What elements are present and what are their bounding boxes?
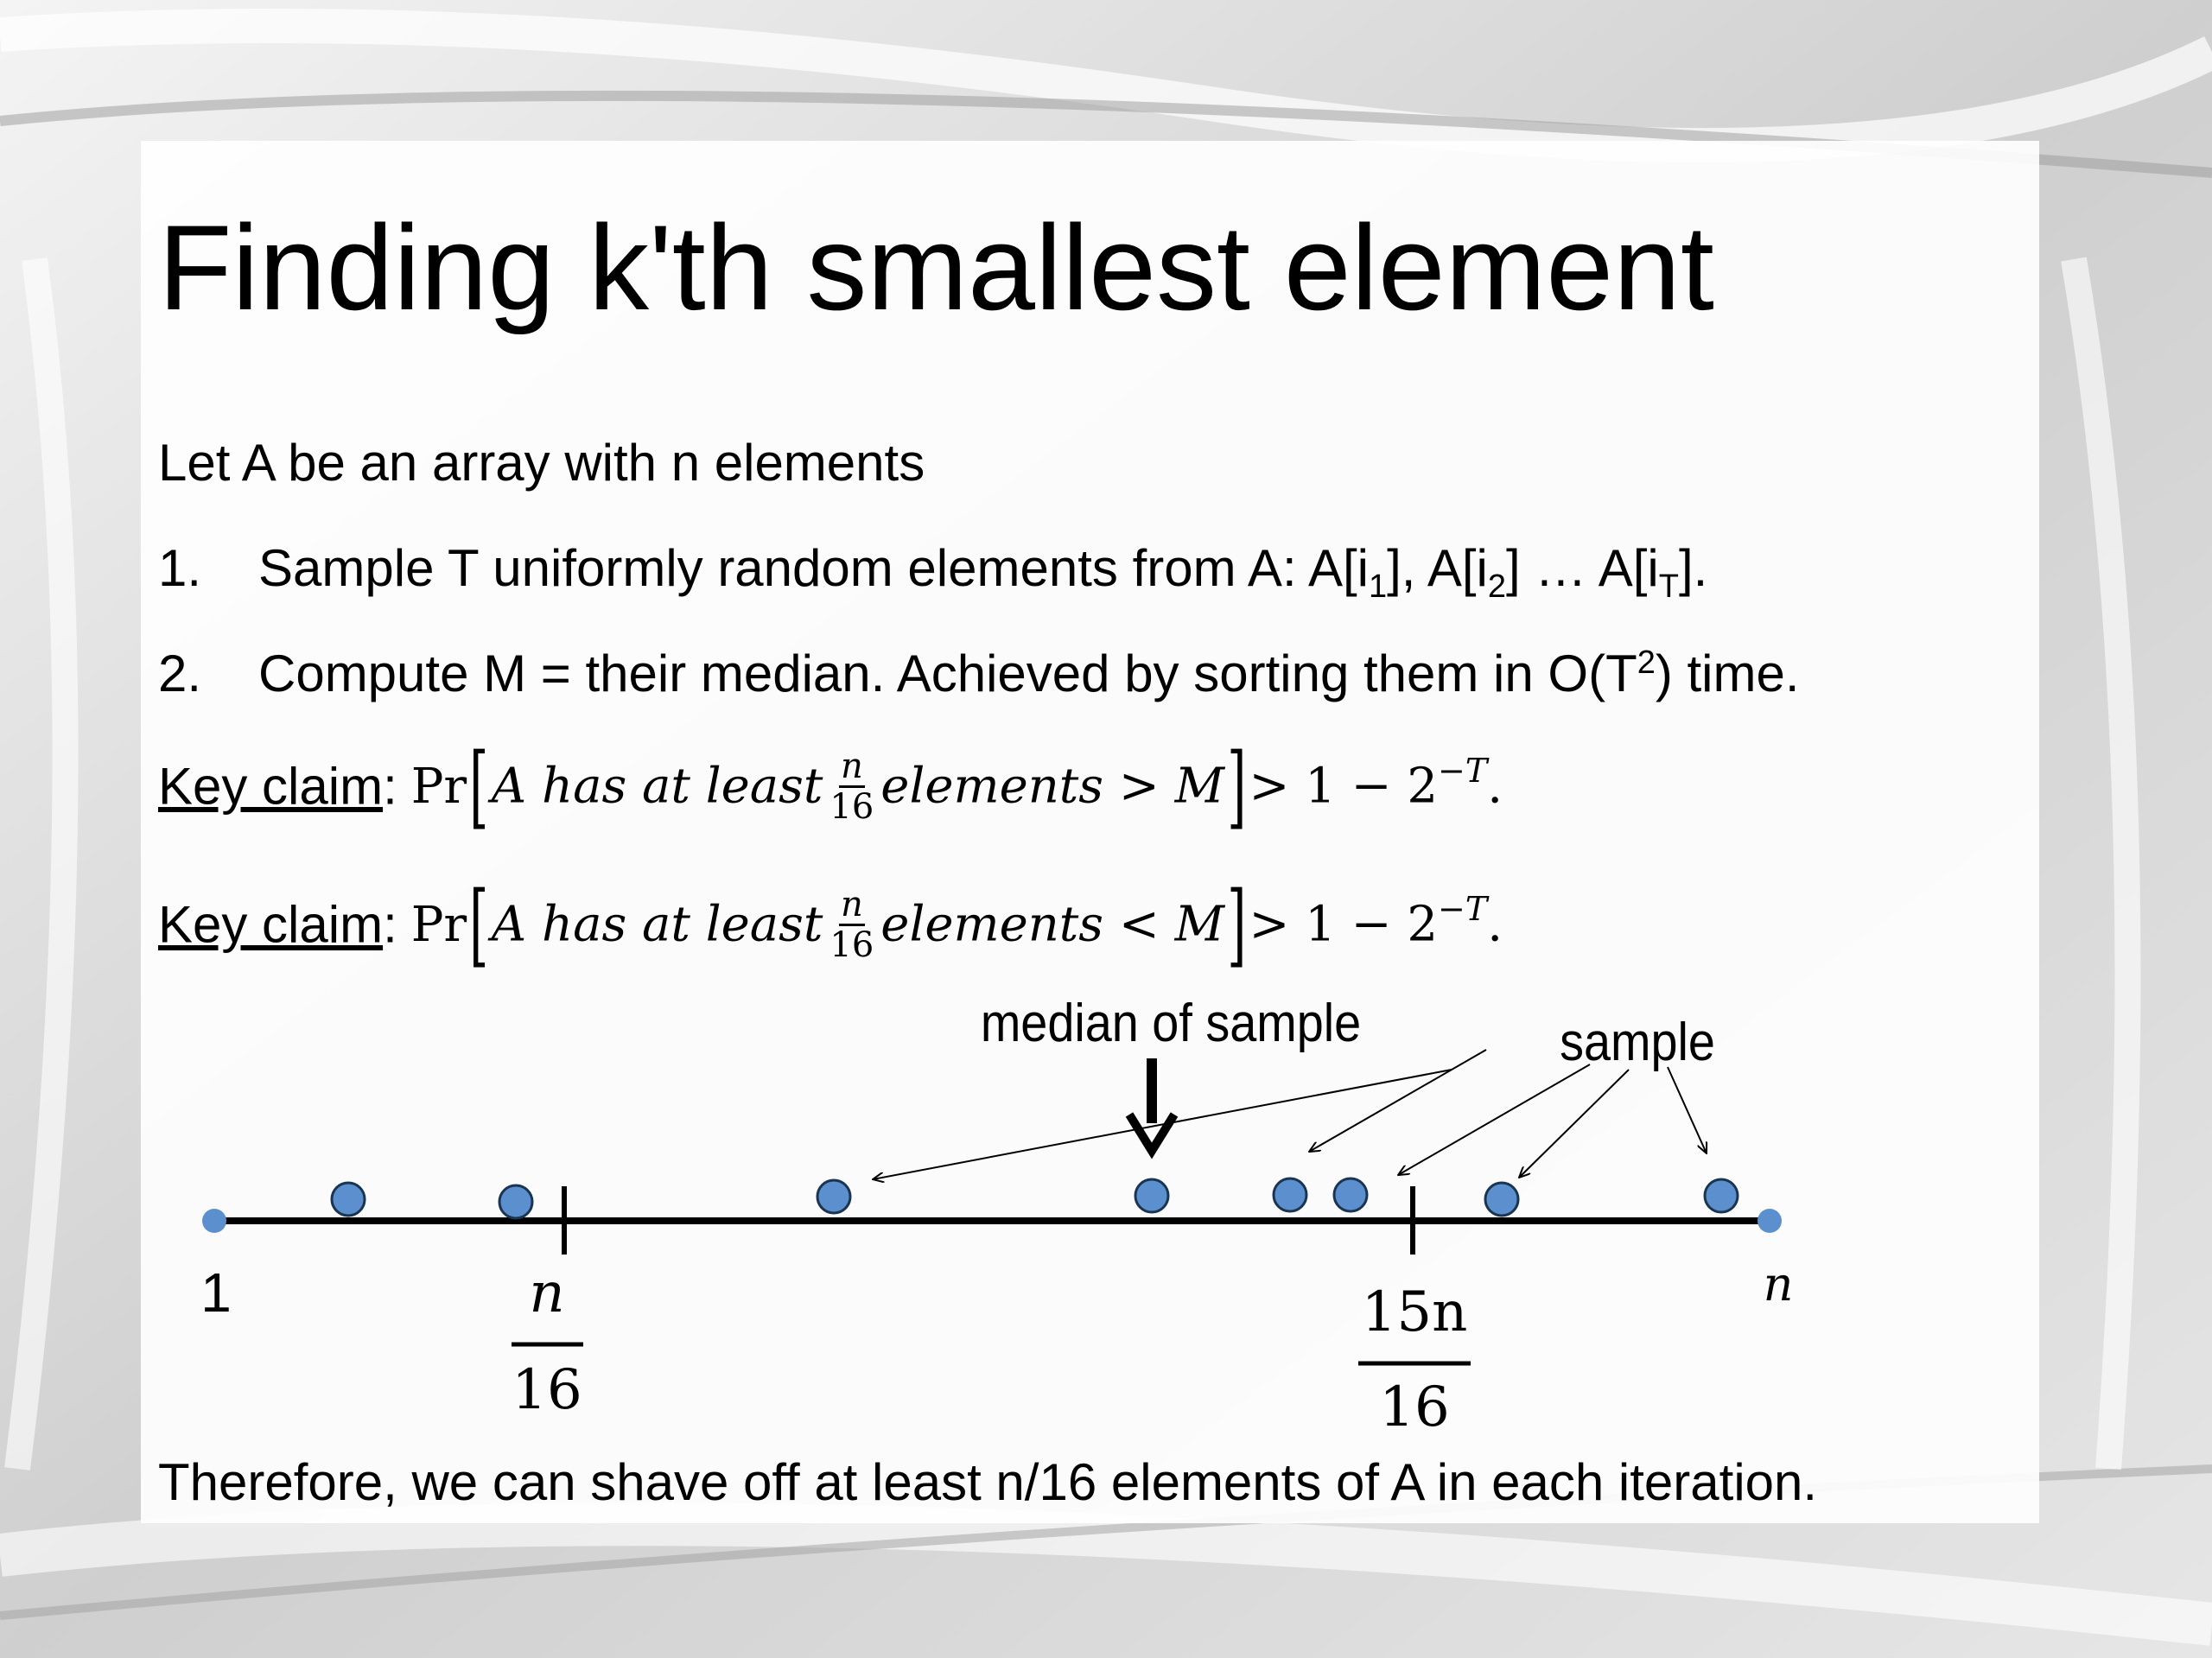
line-start-label: 1	[200, 1261, 232, 1324]
sample-pointer-arrow	[1309, 1049, 1487, 1152]
fraction-numerator: n	[838, 746, 865, 788]
fraction-denominator: 16	[830, 924, 874, 965]
sample-point	[816, 1178, 852, 1215]
left-bracket: [	[469, 734, 489, 839]
colon: :	[383, 895, 397, 954]
superscript: 2	[1637, 645, 1656, 681]
period: .	[1487, 896, 1503, 953]
step-text: ].	[1678, 539, 1708, 597]
step-text: ], A[i	[1387, 539, 1488, 597]
left-tick-denominator: 16	[512, 1358, 582, 1422]
claim-phrase: A has at least	[491, 758, 823, 815]
sample-pointer-arrows	[873, 1049, 1707, 1179]
line-end-endpoint	[1758, 1209, 1782, 1233]
sample-point	[330, 1181, 366, 1217]
sample-pointer-arrow	[1667, 1066, 1707, 1153]
left-bracket: [	[469, 872, 489, 977]
step-1: 1. Sample T uniformly random elements fro…	[158, 537, 1708, 603]
sample-point	[498, 1184, 534, 1220]
pr-symbol: Pr	[410, 896, 467, 953]
subscript: T	[1658, 569, 1679, 605]
step-text: Compute M = their median. Achieved by so…	[258, 645, 1637, 702]
key-claim-greater: Key claim: Pr[A has at least n 16 elements >…	[158, 739, 1503, 851]
sample-point	[1484, 1181, 1520, 1217]
fraction-numerator: n	[838, 884, 865, 926]
claim-rhs: > 1 − 2	[1249, 758, 1438, 815]
sample-label: sample	[1560, 1013, 1715, 1071]
key-claim-label: Key claim	[158, 895, 384, 954]
number-line-diagram: median of sample sample 1 n n 16 15n 16	[200, 994, 1794, 1439]
content-panel	[141, 141, 2039, 1523]
exponent: −T	[1438, 751, 1488, 790]
period: .	[1487, 758, 1503, 815]
pr-symbol: Pr	[410, 758, 467, 815]
colon: :	[383, 757, 397, 816]
sample-pointer-arrow	[873, 1069, 1452, 1179]
slide-title: Finding k'th smallest element	[158, 200, 1714, 335]
sample-points	[330, 1177, 1739, 1220]
step-text: ] … A[i	[1506, 539, 1659, 597]
intro-text: Let A be an array with n elements	[158, 434, 925, 492]
fraction-denominator: 16	[830, 786, 874, 827]
subscript: 2	[1487, 569, 1506, 605]
key-claim-label: Key claim	[158, 757, 384, 816]
claim-tail: elements > M	[880, 758, 1224, 815]
line-start-endpoint	[202, 1209, 226, 1233]
step-number: 1.	[158, 539, 202, 597]
sample-point	[1332, 1177, 1369, 1213]
subscript: 1	[1369, 569, 1388, 605]
fraction-n-over-16: n 16	[830, 886, 874, 964]
exponent: −T	[1438, 889, 1488, 928]
left-tick-numerator: n	[529, 1261, 564, 1325]
step-2: 2. Compute M = their median. Achieved by …	[158, 643, 1800, 705]
claim-phrase: A has at least	[491, 896, 823, 953]
step-number: 2.	[158, 645, 202, 702]
key-claim-less: Key claim: Pr[A has at least n 16 elements <…	[158, 877, 1503, 989]
right-tick-denominator: 16	[1379, 1375, 1449, 1439]
median-point	[1134, 1178, 1170, 1214]
line-end-label: n	[1764, 1257, 1794, 1312]
right-tick-numerator: 15n	[1362, 1280, 1468, 1344]
claim-rhs: > 1 − 2	[1249, 896, 1438, 953]
sample-point	[1703, 1178, 1739, 1214]
claim-tail: elements < M	[880, 896, 1224, 953]
fraction-n-over-16: n 16	[830, 747, 874, 826]
right-bracket: ]	[1227, 734, 1247, 839]
step-text: Sample T uniformly random elements from …	[258, 539, 1369, 597]
step-text: ) time.	[1655, 645, 1800, 702]
sample-point	[1272, 1177, 1308, 1213]
sample-pointer-arrow	[1519, 1069, 1630, 1178]
right-bracket: ]	[1227, 872, 1247, 977]
sample-pointer-arrow	[1398, 1064, 1591, 1175]
median-arrow	[1125, 1058, 1179, 1159]
conclusion-text: Therefore, we can shave off at least n/1…	[158, 1453, 1818, 1511]
median-label: median of sample	[981, 994, 1361, 1052]
